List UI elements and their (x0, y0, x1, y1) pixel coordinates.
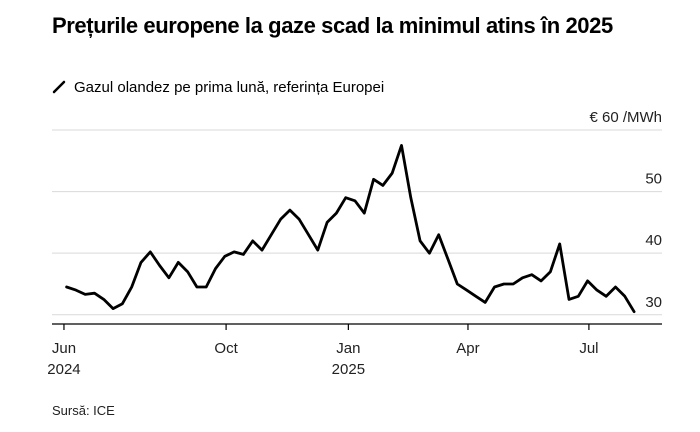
y-tick-label: 40 (645, 232, 662, 249)
x-tick-label: Apr (456, 340, 479, 357)
y-tick-label: 30 (645, 294, 662, 311)
x-tick-year-label: 2024 (47, 361, 80, 378)
x-tick-label: Jan (336, 340, 360, 357)
x-tick-label: Jun (52, 340, 76, 357)
source-note: Sursă: ICE (52, 403, 115, 418)
y-tick-label: € 60 /MWh (589, 109, 662, 126)
legend-label: Gazul olandez pe prima lună, referința E… (74, 78, 385, 96)
x-tick-label: Jul (579, 340, 598, 357)
y-tick-label: 50 (645, 171, 662, 188)
chart-title: Prețurile europene la gaze scad la minim… (52, 13, 613, 38)
legend: Gazul olandez pe prima lună, referința E… (52, 77, 384, 97)
diagonal-line-icon (52, 80, 66, 94)
series-line (65, 143, 636, 314)
x-tick-year-label: 2025 (332, 361, 365, 378)
x-tick-label: Oct (214, 340, 238, 357)
